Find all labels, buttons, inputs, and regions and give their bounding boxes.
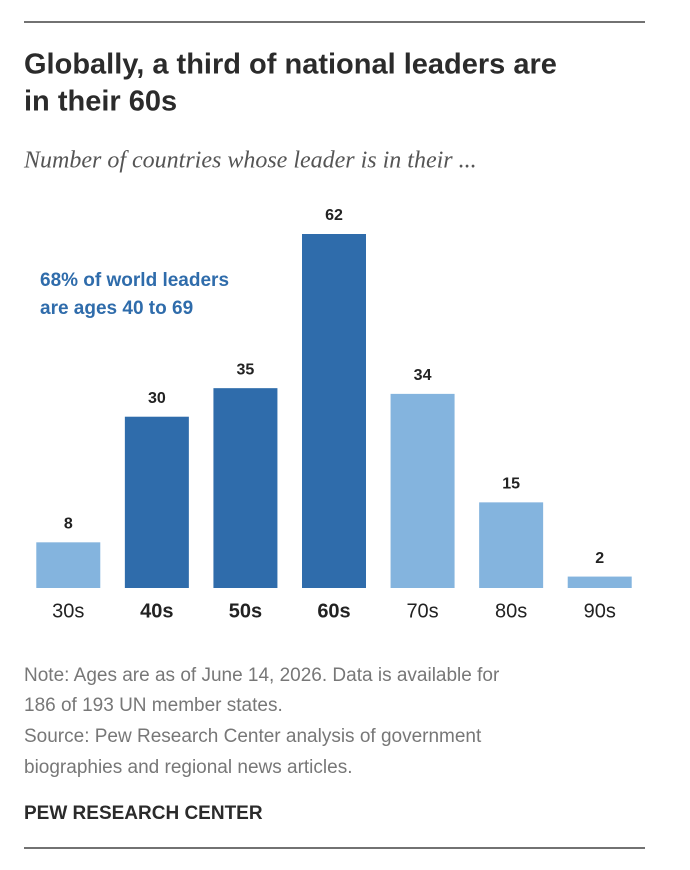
note: Source: Pew Research Center analysis of … [24,726,482,747]
note: biographies and regional news articles. [24,757,352,778]
value-label: 2 [595,550,604,567]
bar [302,234,366,588]
chart-title: Globally, a third of national leaders ar… [24,49,557,81]
annotation: are ages 40 to 69 [40,298,193,319]
value-label: 35 [237,361,255,378]
x-tick-label: 40s [140,600,173,622]
annotation: 68% of world leaders [40,270,229,291]
value-label: 15 [502,476,520,493]
bar [390,393,455,588]
bar [567,576,632,588]
chart-subtitle: Number of countries whose leader is in t… [23,148,477,174]
value-label: 30 [148,390,166,407]
bar [213,388,278,588]
chart-title: in their 60s [24,86,177,118]
note: Note: Ages are as of June 14, 2026. Data… [24,665,500,686]
x-tick-label: 90s [584,600,616,622]
bar [36,542,101,588]
source: PEW RESEARCH CENTER [24,803,263,824]
x-tick-label: 70s [406,600,438,622]
value-label: 8 [64,516,73,533]
bar [124,416,189,588]
bar [479,502,544,588]
value-label: 34 [414,367,432,384]
x-tick-label: 60s [317,600,350,622]
note: 186 of 193 UN member states. [24,695,283,716]
value-label: 62 [325,207,343,224]
x-tick-label: 80s [495,600,527,622]
x-tick-label: 30s [52,600,84,622]
x-tick-label: 50s [229,600,262,622]
